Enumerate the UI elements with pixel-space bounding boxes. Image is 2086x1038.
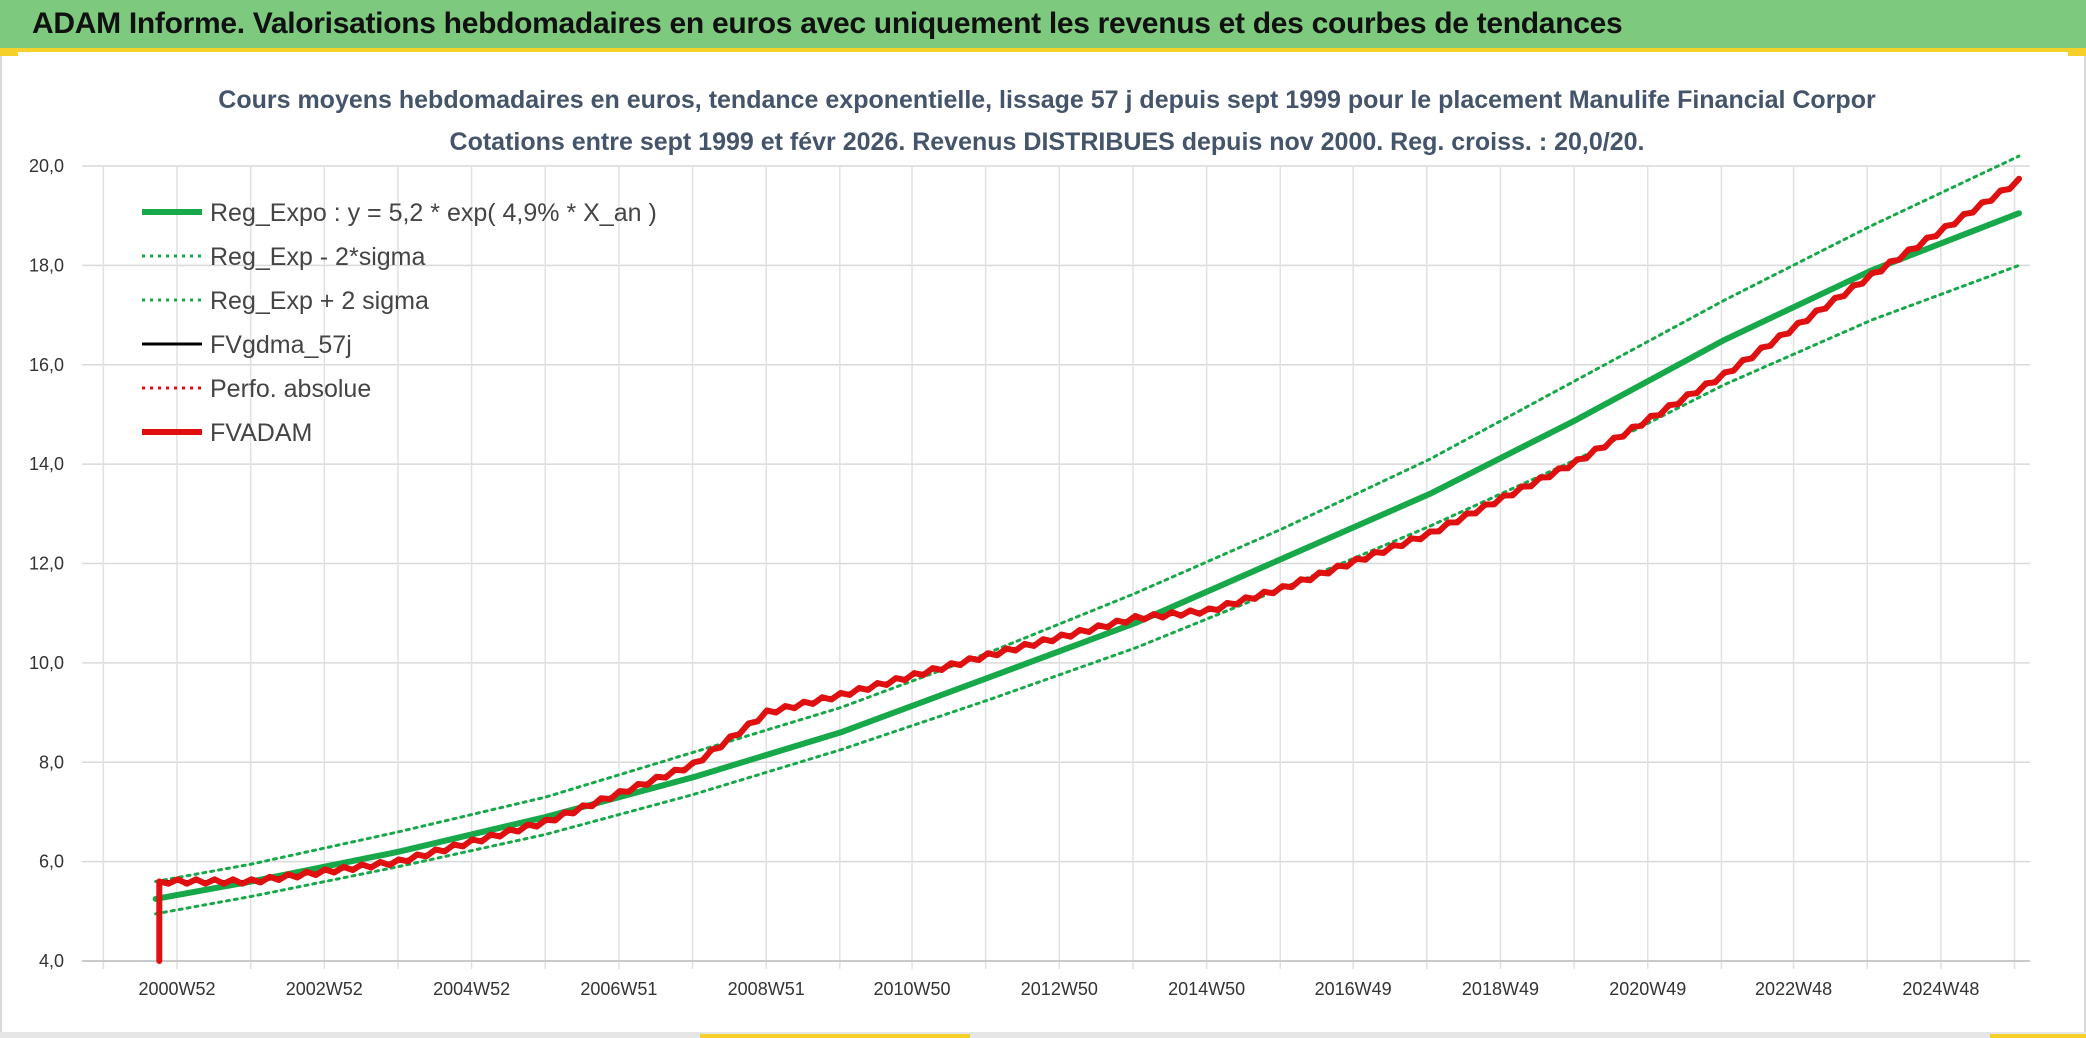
y-tick-label: 16,0 xyxy=(29,355,64,375)
series-line-reg-exp-2-sigma xyxy=(154,263,2021,916)
bottom-accent xyxy=(1990,1034,2086,1038)
corner-accent-right xyxy=(2068,50,2086,56)
y-tick-label: 20,0 xyxy=(29,156,64,176)
x-tick-label: 2018W49 xyxy=(1462,979,1539,999)
y-tick-label: 18,0 xyxy=(29,255,64,275)
x-tick-label: 2000W52 xyxy=(138,979,215,999)
y-tick-label: 14,0 xyxy=(29,454,64,474)
chart-subtitle: Cotations entre sept 1999 et févr 2026. … xyxy=(450,128,1645,156)
x-tick-label: 2004W52 xyxy=(433,979,510,999)
x-tick-label: 2024W48 xyxy=(1902,979,1979,999)
bottom-strip xyxy=(0,1032,2086,1038)
series-line-reg-exp-2-sigma xyxy=(154,154,2021,883)
series-line-fvgdma-57j xyxy=(157,179,2021,883)
report-title: ADAM Informe. Valorisations hebdomadaire… xyxy=(32,7,1623,40)
axes: 4,0 6,0 8,0 10,0 12,0 14,0 16,0 18,0 20,0 2000W52… xyxy=(29,156,2030,999)
chart-frame: Cours moyens hebdomadaires en euros, ten… xyxy=(0,56,2086,1038)
x-tick-label: 2012W50 xyxy=(1021,979,1098,999)
legend-label: Reg_Exp - 2*sigma xyxy=(210,243,425,271)
legend-label: Perfo. absolue xyxy=(210,375,371,403)
series-lines xyxy=(152,154,2022,964)
report-banner: ADAM Informe. Valorisations hebdomadaire… xyxy=(0,0,2086,52)
gridlines xyxy=(82,165,2030,969)
legend-label: Reg_Exp + 2 sigma xyxy=(210,287,429,315)
bottom-accent xyxy=(700,1034,970,1038)
y-tick-label: 8,0 xyxy=(39,752,64,772)
y-tick-label: 12,0 xyxy=(29,554,64,574)
legend-label: Reg_Expo : y = 5,2 * exp( 4,9% * X_an ) xyxy=(210,199,657,227)
corner-accent-left xyxy=(0,50,18,56)
chart: Cours moyens hebdomadaires en euros, ten… xyxy=(29,86,2030,999)
series-line-reg-expo-y-5-2-exp-4-9-x-an xyxy=(152,210,2022,902)
y-tick-label: 4,0 xyxy=(39,951,64,971)
x-tick-label: 2016W49 xyxy=(1315,979,1392,999)
legend-label: FVgdma_57j xyxy=(210,331,352,359)
series-line-fvadam xyxy=(156,175,2022,964)
x-tick-label: 2014W50 xyxy=(1168,979,1245,999)
x-tick-label: 2020W49 xyxy=(1609,979,1686,999)
x-tick-label: 2006W51 xyxy=(580,979,657,999)
x-tick-label: 2010W50 xyxy=(873,979,950,999)
x-tick-label: 2002W52 xyxy=(286,979,363,999)
x-tick-label: 2022W48 xyxy=(1755,979,1832,999)
chart-title: Cours moyens hebdomadaires en euros, ten… xyxy=(218,86,1876,114)
legend: Reg_Expo : y = 5,2 * exp( 4,9% * X_an ) R… xyxy=(142,199,657,447)
x-tick-label: 2008W51 xyxy=(728,979,805,999)
chart-titles: Cours moyens hebdomadaires en euros, ten… xyxy=(218,86,1876,156)
y-tick-label: 10,0 xyxy=(29,653,64,673)
legend-label: FVADAM xyxy=(210,419,312,447)
y-tick-label: 6,0 xyxy=(39,852,64,872)
